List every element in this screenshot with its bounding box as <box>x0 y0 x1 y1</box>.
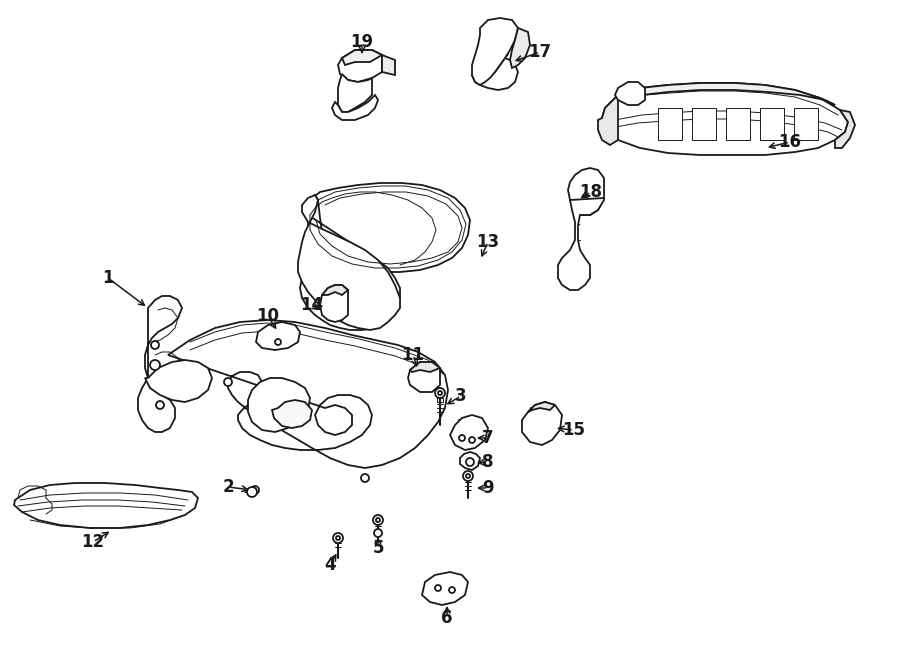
Circle shape <box>435 585 441 591</box>
Text: 4: 4 <box>324 556 336 574</box>
Polygon shape <box>298 195 400 330</box>
Circle shape <box>459 435 465 441</box>
Text: 12: 12 <box>81 533 104 551</box>
Text: 5: 5 <box>373 539 383 557</box>
Circle shape <box>156 401 164 409</box>
Polygon shape <box>14 483 198 528</box>
Circle shape <box>449 587 455 593</box>
Circle shape <box>361 474 369 482</box>
Circle shape <box>469 437 475 443</box>
Polygon shape <box>510 28 530 68</box>
Text: 11: 11 <box>401 346 425 364</box>
Polygon shape <box>450 415 488 450</box>
Text: 14: 14 <box>301 296 324 314</box>
Text: 13: 13 <box>476 233 500 251</box>
Text: 16: 16 <box>778 133 802 151</box>
Polygon shape <box>145 360 212 402</box>
Polygon shape <box>615 82 645 105</box>
Text: 10: 10 <box>256 307 280 325</box>
Polygon shape <box>472 58 518 90</box>
Polygon shape <box>256 322 300 350</box>
Polygon shape <box>338 50 382 82</box>
Text: 18: 18 <box>580 183 602 201</box>
Circle shape <box>275 339 281 345</box>
Polygon shape <box>272 400 312 428</box>
Polygon shape <box>248 378 310 432</box>
Polygon shape <box>382 55 395 75</box>
Circle shape <box>150 360 160 370</box>
Text: 8: 8 <box>482 453 494 471</box>
Circle shape <box>224 378 232 386</box>
Polygon shape <box>528 402 555 412</box>
Polygon shape <box>322 285 348 295</box>
Polygon shape <box>300 195 400 330</box>
Polygon shape <box>835 110 855 148</box>
Polygon shape <box>320 285 348 322</box>
Polygon shape <box>618 83 835 105</box>
Polygon shape <box>460 452 480 470</box>
Text: 7: 7 <box>482 429 494 447</box>
Polygon shape <box>602 83 848 155</box>
Polygon shape <box>410 362 440 372</box>
Polygon shape <box>332 95 378 120</box>
Circle shape <box>463 471 473 481</box>
Polygon shape <box>168 320 448 468</box>
Circle shape <box>374 529 382 537</box>
Polygon shape <box>308 183 470 272</box>
Polygon shape <box>658 108 682 140</box>
Polygon shape <box>760 108 784 140</box>
Polygon shape <box>598 95 618 145</box>
Circle shape <box>333 533 343 543</box>
Polygon shape <box>794 108 818 140</box>
Text: 9: 9 <box>482 479 494 497</box>
Polygon shape <box>408 362 440 392</box>
Polygon shape <box>422 572 468 605</box>
Circle shape <box>435 388 445 398</box>
Polygon shape <box>692 108 716 140</box>
Circle shape <box>251 486 259 494</box>
Circle shape <box>151 341 159 349</box>
Text: 1: 1 <box>103 269 113 287</box>
Polygon shape <box>342 50 382 65</box>
Polygon shape <box>522 402 562 445</box>
Polygon shape <box>568 168 604 215</box>
Polygon shape <box>138 296 182 432</box>
Circle shape <box>373 515 383 525</box>
Text: 15: 15 <box>562 421 586 439</box>
Polygon shape <box>338 74 372 112</box>
Text: 6: 6 <box>441 609 453 627</box>
Circle shape <box>247 487 257 497</box>
Text: 17: 17 <box>528 43 552 61</box>
Polygon shape <box>558 198 604 290</box>
Text: 3: 3 <box>455 387 467 405</box>
Text: 2: 2 <box>222 478 234 496</box>
Circle shape <box>466 458 474 466</box>
Polygon shape <box>472 18 518 85</box>
Polygon shape <box>726 108 750 140</box>
Text: 19: 19 <box>350 33 374 51</box>
